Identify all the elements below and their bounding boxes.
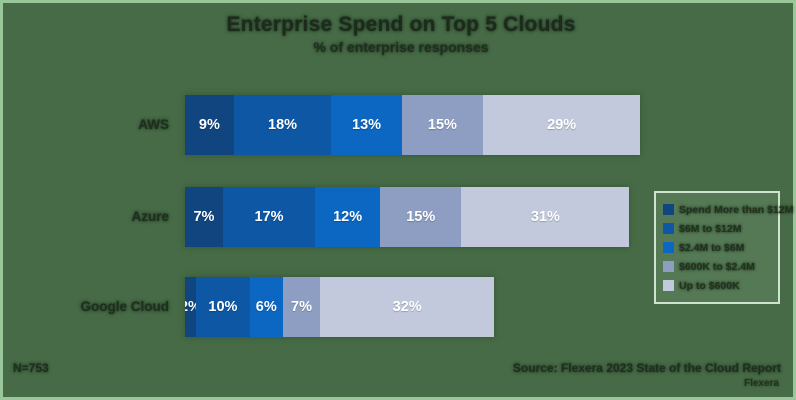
bar-segment: 6% — [250, 277, 283, 337]
bar-segment: 7% — [282, 277, 321, 337]
bar-segment: 18% — [233, 95, 332, 155]
legend-swatch-icon — [663, 223, 674, 234]
category-label-azure: Azure — [131, 209, 169, 224]
legend-label: $600K to $2.4M — [679, 260, 755, 273]
bar-segment: 32% — [320, 277, 494, 337]
legend-swatch-icon — [663, 280, 674, 291]
bar-segment: 15% — [401, 95, 484, 155]
legend-swatch-icon — [663, 242, 674, 253]
legend-label: $6M to $12M — [679, 222, 742, 235]
legend-label: Up to $600K — [679, 279, 740, 292]
stacked-bar-azure: 7% 17% 12% 15% 31% — [185, 187, 630, 247]
legend-swatch-icon — [663, 261, 674, 272]
category-label-google-cloud: Google Cloud — [80, 299, 170, 314]
legend-item: $2.4M to $6M — [663, 238, 772, 257]
legend-label: $2.4M to $6M — [679, 241, 745, 254]
chart-title: Enterprise Spend on Top 5 Clouds — [226, 13, 576, 36]
bar-segment: 31% — [461, 187, 630, 247]
legend-item: Up to $600K — [663, 276, 772, 295]
bar-row-aws: AWS 9% 18% 13% 15% 29% — [3, 95, 796, 155]
bar-segment: 7% — [185, 187, 223, 247]
chart-legend: Spend More than $12M $6M to $12M $2.4M t… — [654, 191, 793, 304]
plot-area: AWS 9% 18% 13% 15% 29% Azure 7% 17% 12% … — [3, 75, 796, 347]
legend-item: $600K to $2.4M — [663, 257, 772, 276]
source-note-sub: Flexera — [743, 378, 779, 389]
bar-segment: 2% — [185, 277, 196, 337]
legend-swatch-icon — [663, 204, 674, 215]
bar-segment: 29% — [483, 95, 641, 155]
bar-row-azure: Azure 7% 17% 12% 15% 31% — [3, 187, 796, 247]
legend-item: Spend More than $12M — [663, 200, 793, 219]
stacked-bar-aws: 9% 18% 13% 15% 29% — [185, 95, 641, 155]
bar-segment: 12% — [315, 187, 381, 247]
category-label-aws: AWS — [138, 117, 169, 132]
bar-segment: 9% — [185, 95, 234, 155]
bar-row-google-cloud: Google Cloud 2% 10% 6% 7% 32% — [3, 277, 796, 337]
bar-segment: 15% — [380, 187, 462, 247]
chart-subtitle: % of enterprise responses — [313, 39, 489, 55]
bar-segment: 13% — [331, 95, 402, 155]
legend-label: Spend More than $12M — [679, 203, 794, 216]
stacked-bar-google-cloud: 2% 10% 6% 7% 32% — [185, 277, 494, 337]
bar-segment: 17% — [222, 187, 316, 247]
bar-segment: 10% — [195, 277, 251, 337]
source-note: Source: Flexera 2023 State of the Cloud … — [512, 361, 781, 375]
sample-size-note: N=753 — [13, 361, 49, 375]
legend-item: $6M to $12M — [663, 219, 772, 238]
